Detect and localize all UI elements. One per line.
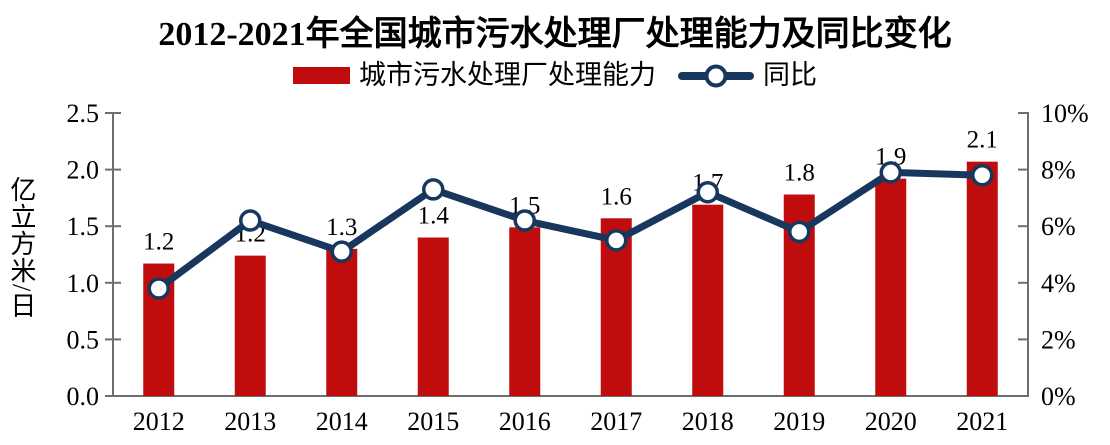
legend-item-capacity: 城市污水处理厂处理能力 xyxy=(293,62,656,89)
x-axis-label-2014: 2014 xyxy=(316,407,368,436)
bar-2018 xyxy=(692,204,724,396)
bar-label-2019: 1.8 xyxy=(784,160,815,187)
bar-2020 xyxy=(875,178,907,396)
right-axis-tick-label: 2% xyxy=(1041,325,1076,354)
yoy-marker-2013 xyxy=(239,209,262,232)
x-axis-label-2016: 2016 xyxy=(499,407,551,436)
yoy-marker-2012 xyxy=(147,277,170,300)
x-axis-label-2020: 2020 xyxy=(865,407,917,436)
bar-2013 xyxy=(234,255,266,396)
bar-2015 xyxy=(417,237,449,396)
yoy-marker-2018 xyxy=(696,180,719,204)
bar-label-2014: 1.3 xyxy=(326,214,357,241)
bar-label-2021: 2.1 xyxy=(967,127,998,154)
right-axis-tick-label: 8% xyxy=(1041,156,1076,185)
yoy-marker-2016 xyxy=(513,209,536,232)
yoy-marker-2017 xyxy=(605,229,628,252)
bar-2016 xyxy=(509,227,541,396)
chart-title: 2012-2021年全国城市污水处理厂处理能力及同比变化 xyxy=(158,16,952,53)
bar-2014 xyxy=(326,248,358,396)
yoy-marker-2015 xyxy=(422,178,445,201)
legend-item-yoy: 同比 xyxy=(678,62,817,89)
x-axis-label-2018: 2018 xyxy=(682,407,734,436)
legend: 城市污水处理厂处理能力 同比 xyxy=(0,62,1110,89)
right-axis-tick-label: 0% xyxy=(1041,382,1076,411)
left-axis-tick-label: 0.0 xyxy=(67,382,100,411)
bar-label-2015: 1.4 xyxy=(418,203,450,230)
yoy-marker-2020 xyxy=(879,161,902,184)
bar-2021 xyxy=(966,161,998,396)
x-axis-label-2019: 2019 xyxy=(773,407,825,436)
legend-label-capacity: 城市污水处理厂处理能力 xyxy=(359,60,656,90)
left-axis-tick-label: 0.5 xyxy=(67,325,100,354)
yoy-marker-2014 xyxy=(330,240,353,263)
x-axis-label-2021: 2021 xyxy=(956,407,1008,436)
bar-series-swatch-icon xyxy=(293,67,350,84)
left-axis-tick-label: 2.5 xyxy=(67,99,100,128)
left-axis-title: 亿立方米/日 xyxy=(6,176,36,320)
left-axis-tick-label: 1.0 xyxy=(67,269,100,298)
yoy-line xyxy=(155,168,986,292)
yoy-marker-2019 xyxy=(788,220,811,244)
right-axis-tick-label: 6% xyxy=(1041,212,1076,241)
right-axis-tick-label: 10% xyxy=(1041,99,1089,128)
legend-label-yoy: 同比 xyxy=(763,60,817,90)
x-axis-label-2012: 2012 xyxy=(133,407,185,436)
line-series-marker-icon xyxy=(678,64,754,87)
bar-label-2017: 1.6 xyxy=(601,183,632,210)
x-axis-label-2017: 2017 xyxy=(590,407,642,436)
left-axis-tick-label: 1.5 xyxy=(67,212,100,241)
left-axis-tick-label: 2.0 xyxy=(67,156,100,185)
bar-label-2012: 1.2 xyxy=(143,229,174,256)
yoy-marker-2021 xyxy=(971,164,994,187)
x-axis-label-2015: 2015 xyxy=(407,407,459,436)
right-axis-tick-label: 4% xyxy=(1041,269,1076,298)
x-axis-label-2013: 2013 xyxy=(224,407,276,436)
circle-marker-icon xyxy=(704,64,728,87)
